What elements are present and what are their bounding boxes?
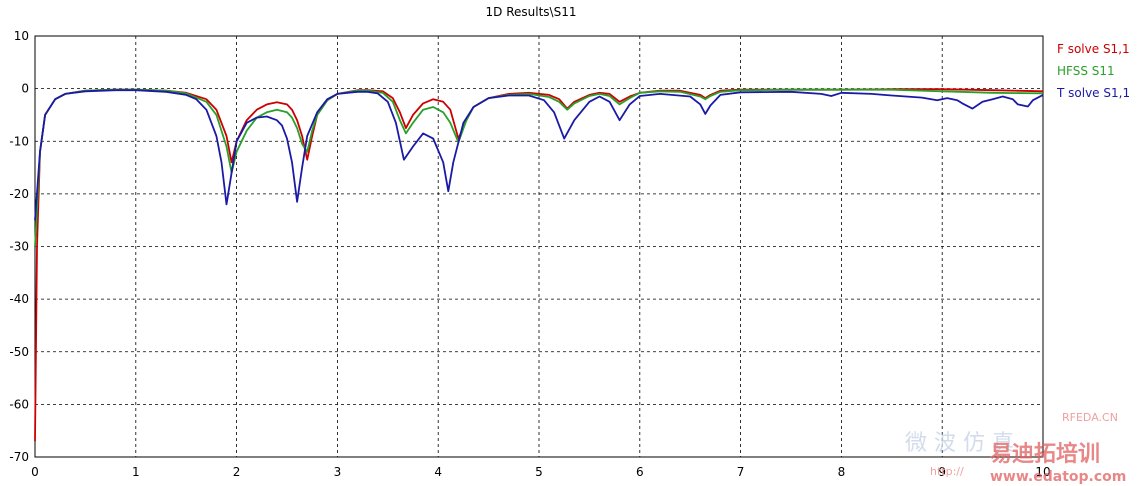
y-tick-label: -20 (9, 187, 29, 201)
watermark-site-label: RFEDA.CN (1062, 411, 1118, 424)
y-tick-label: 10 (14, 29, 29, 43)
y-tick-label: -60 (9, 397, 29, 411)
chart-title: 1D Results\S11 (486, 5, 577, 19)
x-tick-label: 7 (737, 465, 745, 479)
x-tick-label: 2 (233, 465, 241, 479)
watermark-url-prefix: http:// (930, 465, 964, 478)
x-tick-label: 9 (938, 465, 946, 479)
axis-ticks: 0 1 2 3 4 5 6 7 8 9 10 10 0 -10 -20 -30 -40 -50 -60 -70 (9, 29, 1050, 479)
legend-entry: T solve S1,1 (1056, 86, 1130, 100)
legend: F solve S1,1 HFSS S11 T solve S1,1 (1056, 42, 1130, 100)
y-tick-label: -10 (9, 134, 29, 148)
legend-entry: HFSS S11 (1057, 64, 1115, 78)
series-lines (34, 88, 1044, 442)
series-line-hfss-s11 (34, 88, 1044, 247)
watermark-chinese-large: 易迪拓培训 (990, 441, 1100, 467)
x-tick-label: 5 (535, 465, 543, 479)
x-tick-label: 8 (838, 465, 846, 479)
y-tick-label: 0 (21, 82, 29, 96)
x-tick-label: 10 (1035, 465, 1050, 479)
y-tick-label: -50 (9, 345, 29, 359)
y-tick-label: -30 (9, 240, 29, 254)
watermark-chinese-small: 微 波 仿 真 (905, 431, 1014, 456)
series-line-t-solve-s1-1 (34, 89, 1044, 221)
watermark-url: www.edatop.com (990, 469, 1126, 485)
legend-entry: F solve S1,1 (1057, 42, 1130, 56)
x-tick-label: 4 (434, 465, 442, 479)
y-tick-label: -70 (9, 450, 29, 464)
x-tick-label: 0 (31, 465, 39, 479)
watermark: 微 波 仿 真 RFEDA.CN 易迪拓培训 http:// www.edato… (905, 411, 1126, 485)
grid (35, 36, 1043, 457)
y-tick-label: -40 (9, 292, 29, 306)
x-tick-label: 6 (636, 465, 644, 479)
series-line-f-solve-s1-1 (34, 88, 1044, 442)
x-tick-label: 1 (132, 465, 140, 479)
x-tick-label: 3 (334, 465, 342, 479)
